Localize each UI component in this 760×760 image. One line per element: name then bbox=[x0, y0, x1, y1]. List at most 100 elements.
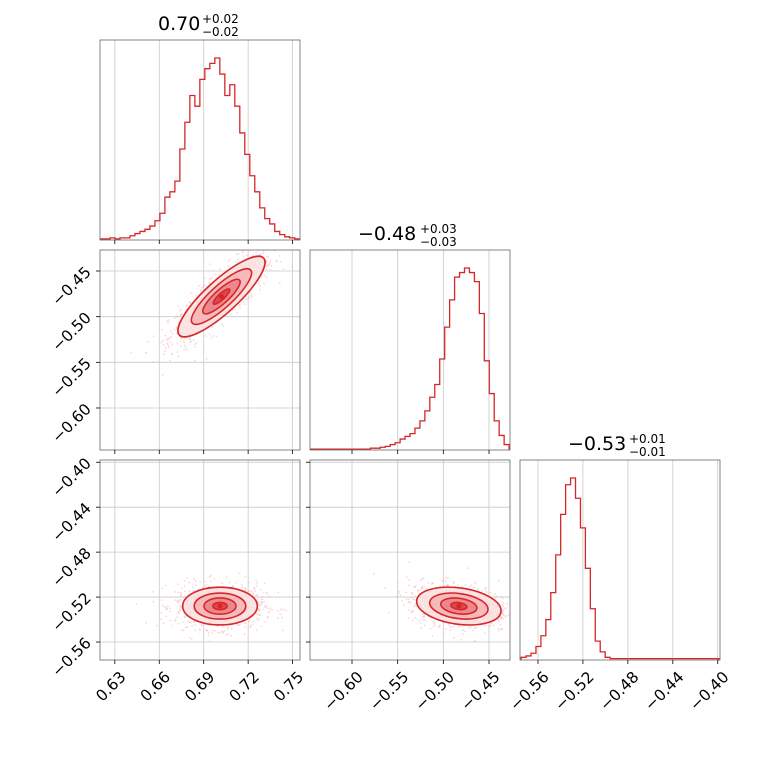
panel-1-0: −0.60−0.55−0.50−0.45 bbox=[49, 242, 301, 454]
scatter-point bbox=[202, 285, 205, 288]
scatter-point bbox=[256, 619, 259, 622]
scatter-point bbox=[462, 633, 464, 635]
hist-bar bbox=[551, 593, 556, 660]
scatter-point bbox=[145, 622, 148, 624]
scatter-point bbox=[253, 587, 256, 590]
hist-step bbox=[100, 57, 300, 240]
scatter-point bbox=[470, 584, 473, 587]
scatter-point bbox=[260, 604, 262, 607]
scatter-point bbox=[183, 348, 185, 351]
scatter-point bbox=[419, 588, 422, 591]
hist-bar bbox=[460, 273, 465, 450]
scatter-point bbox=[248, 581, 251, 584]
scatter-point bbox=[194, 584, 197, 586]
scatter-point bbox=[282, 246, 284, 248]
title-param-1: 0.70 +0.02 −0.02 bbox=[158, 12, 239, 39]
scatter-point bbox=[263, 620, 266, 623]
scatter-point bbox=[167, 321, 169, 324]
scatter-point bbox=[483, 632, 486, 634]
scatter-point bbox=[244, 586, 247, 589]
scatter-point bbox=[244, 298, 247, 300]
scatter-point bbox=[242, 251, 245, 254]
scatter-point bbox=[160, 618, 162, 621]
scatter-point bbox=[497, 621, 500, 623]
hist-bar bbox=[425, 411, 430, 450]
scatter-point bbox=[189, 338, 191, 341]
scatter-point bbox=[260, 246, 262, 248]
scatter-point bbox=[408, 560, 411, 563]
scatter-point bbox=[412, 610, 414, 612]
scatter-point bbox=[518, 621, 520, 623]
scatter-point bbox=[190, 292, 192, 294]
scatter-point bbox=[446, 577, 449, 579]
hist-bar bbox=[499, 435, 504, 450]
scatter-point bbox=[282, 243, 284, 245]
scatter-point bbox=[469, 585, 471, 588]
scatter-point bbox=[208, 585, 211, 587]
scatter-point bbox=[259, 247, 261, 249]
scatter-point bbox=[427, 582, 430, 585]
scatter-point bbox=[405, 598, 408, 601]
scatter-point bbox=[259, 613, 262, 616]
scatter-point bbox=[161, 604, 164, 607]
scatter-point bbox=[423, 585, 426, 587]
panel-content bbox=[520, 460, 720, 660]
scatter-point bbox=[199, 581, 202, 584]
x-tick-label: 0.72 bbox=[226, 668, 263, 705]
scatter-point bbox=[263, 244, 265, 246]
scatter-point bbox=[419, 622, 422, 624]
scatter-point bbox=[419, 579, 422, 582]
scatter-point bbox=[218, 273, 220, 276]
scatter-point bbox=[179, 345, 182, 348]
scatter-point bbox=[257, 242, 259, 244]
scatter-point bbox=[285, 609, 287, 612]
hist-bar bbox=[600, 652, 605, 660]
scatter-point bbox=[193, 620, 195, 623]
scatter-point bbox=[425, 587, 428, 590]
scatter-point bbox=[423, 624, 426, 627]
scatter-point bbox=[220, 630, 223, 633]
scatter-point bbox=[162, 622, 165, 625]
scatter-point bbox=[179, 595, 182, 597]
scatter-point bbox=[483, 624, 486, 627]
scatter-point bbox=[270, 264, 273, 267]
scatter-point bbox=[218, 631, 221, 634]
y-tick-label: −0.40 bbox=[49, 454, 95, 500]
scatter-point bbox=[195, 341, 198, 344]
scatter-point bbox=[398, 590, 401, 593]
hist-bar bbox=[595, 641, 600, 660]
scatter-point bbox=[260, 625, 263, 628]
scatter-point bbox=[225, 633, 228, 636]
title-2-value: −0.48 bbox=[358, 223, 416, 245]
scatter-point bbox=[489, 591, 492, 594]
hist-bar bbox=[546, 620, 551, 660]
scatter-point bbox=[199, 290, 202, 292]
scatter-point bbox=[189, 621, 192, 624]
scatter-point bbox=[256, 617, 258, 619]
scatter-point bbox=[177, 355, 180, 358]
scatter-point bbox=[254, 590, 256, 593]
scatter-point bbox=[178, 600, 181, 602]
title-1-value: 0.70 bbox=[158, 13, 200, 35]
y-tick-label: −0.45 bbox=[49, 263, 95, 309]
scatter-point bbox=[171, 353, 173, 355]
scatter-point bbox=[195, 294, 198, 297]
scatter-point bbox=[181, 629, 184, 632]
title-2-plus: +0.03 bbox=[420, 222, 457, 236]
scatter-point bbox=[251, 623, 254, 626]
hist-bar bbox=[479, 314, 484, 451]
scatter-point bbox=[242, 255, 245, 258]
scatter-point bbox=[260, 246, 262, 248]
hist-bar bbox=[531, 653, 536, 660]
hist-bar bbox=[265, 219, 270, 240]
scatter-point bbox=[265, 591, 268, 594]
hist-bar bbox=[440, 359, 445, 450]
hist-bar bbox=[474, 282, 479, 450]
hist-bar bbox=[275, 231, 280, 240]
scatter-point bbox=[257, 247, 259, 249]
hist-bar bbox=[430, 397, 435, 450]
scatter-point bbox=[493, 595, 496, 598]
scatter-point bbox=[164, 350, 167, 353]
scatter-point bbox=[200, 624, 203, 627]
